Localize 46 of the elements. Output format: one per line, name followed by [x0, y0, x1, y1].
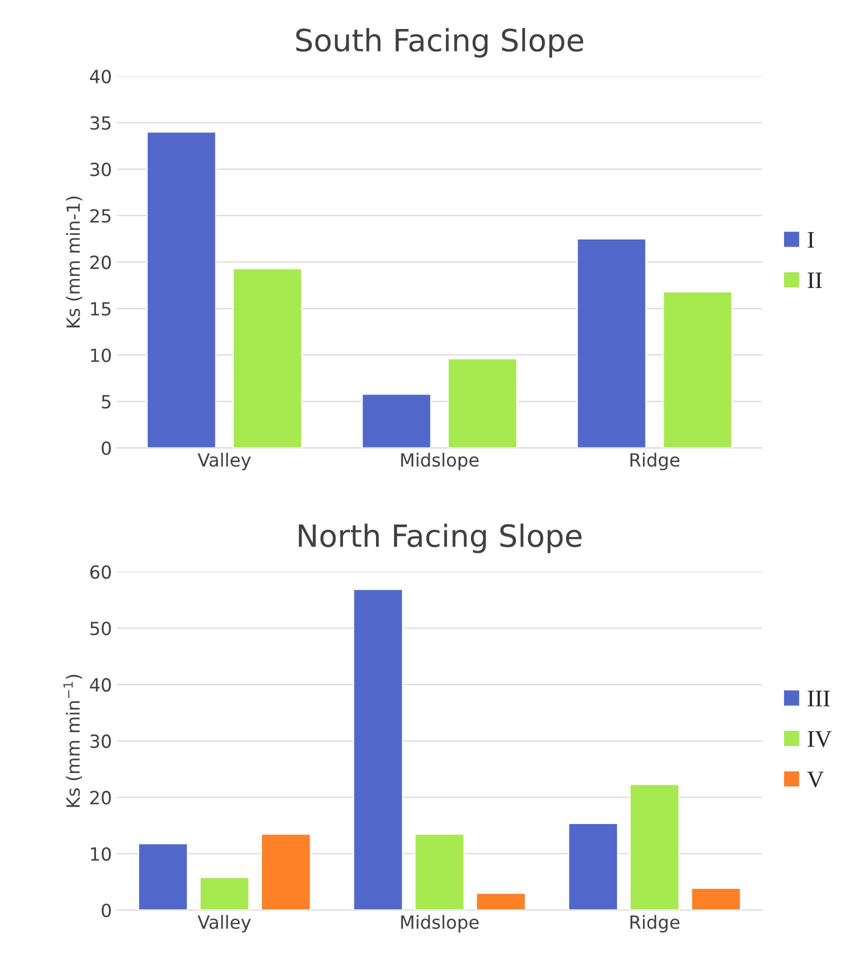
bar [476, 892, 526, 910]
bar [662, 291, 733, 448]
bar [232, 268, 303, 448]
bar [690, 887, 742, 910]
y-axis-title: Ks (mm min$^{−1}$) [64, 674, 82, 807]
y-tick-label: 60 [90, 565, 111, 579]
y-tick-label: 30 [90, 734, 111, 748]
y-tick-label: 30 [90, 162, 111, 176]
x-tick-label: Ridge [630, 914, 680, 932]
legend-label: III [808, 690, 830, 706]
bar [352, 588, 404, 910]
y-tick-label: 20 [90, 256, 111, 270]
y-tick-label: 35 [90, 116, 110, 130]
bar [447, 358, 518, 448]
bar [138, 842, 188, 910]
y-tick-label: 10 [91, 847, 111, 861]
legend-label: IV [808, 731, 832, 748]
y-tick-label: 15 [91, 302, 110, 316]
y-tick-label: 10 [91, 348, 111, 362]
legend-label: II [808, 272, 822, 288]
bar [146, 131, 217, 448]
bar [260, 833, 312, 910]
x-tick-label: Midslope [401, 452, 479, 470]
y-tick-label: 25 [90, 209, 110, 223]
y-tick-label: 0 [102, 904, 111, 918]
x-tick-label: Valley [198, 452, 251, 470]
chart-title: North Facing Slope [298, 524, 582, 554]
bar [576, 238, 647, 448]
legend-label: I [808, 232, 814, 248]
bar [568, 822, 618, 910]
bar [199, 876, 250, 910]
y-tick-label: 20 [90, 790, 111, 804]
y-tick-label: 0 [102, 441, 111, 456]
bar [414, 833, 465, 910]
x-tick-label: Midslope [401, 914, 479, 932]
bar [629, 784, 680, 910]
legend-label: V [807, 772, 824, 788]
y-axis-title: Ks (mm min-1) [66, 196, 82, 328]
y-tick-label: 40 [90, 70, 111, 84]
bar [361, 393, 432, 448]
y-tick-label: 40 [90, 678, 111, 692]
x-tick-label: Valley [198, 914, 251, 932]
chart-title: South Facing Slope [296, 28, 584, 58]
x-tick-label: Ridge [630, 452, 680, 470]
y-tick-label: 5 [102, 395, 110, 409]
y-tick-label: 50 [90, 622, 111, 636]
